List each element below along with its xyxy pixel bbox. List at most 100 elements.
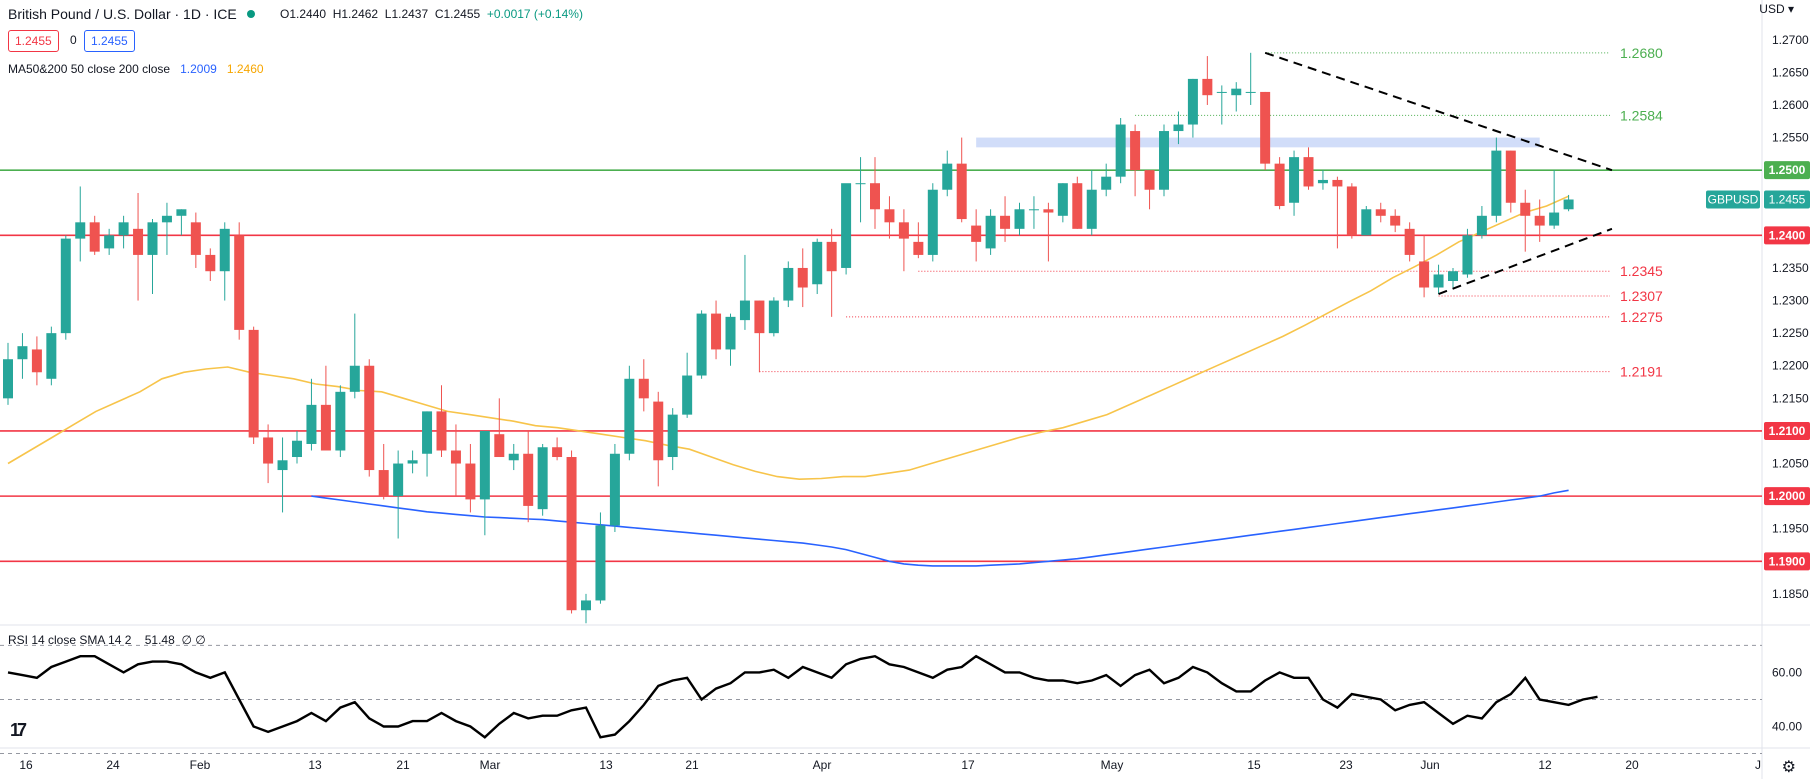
candle-body	[870, 183, 880, 210]
candle-body	[1086, 189, 1097, 229]
candle-body	[17, 346, 28, 360]
candle-body	[768, 300, 779, 334]
candle-body	[609, 453, 620, 526]
candle-body	[1072, 183, 1083, 229]
x-tick-label: 17	[961, 758, 975, 772]
symbol-tag-label: GBPUSD	[1708, 193, 1759, 207]
dotted-level-label: 1.2191	[1620, 364, 1663, 380]
x-tick-label: Mar	[480, 758, 501, 772]
candle-body	[1505, 150, 1516, 203]
rsi-label: RSI 14 close SMA 14 2	[8, 633, 132, 647]
candle-body	[797, 267, 808, 288]
candle-body	[219, 228, 230, 272]
rsi-line	[7, 654, 1598, 739]
candle-body	[711, 313, 722, 350]
candle-body	[1433, 274, 1444, 288]
dotted-level-label: 1.2584	[1620, 107, 1663, 123]
last-price-tag	[1764, 190, 1810, 209]
ma50-value: 1.2009	[180, 62, 217, 76]
candle-body	[205, 254, 216, 272]
dotted-level-label: 1.2307	[1620, 288, 1663, 304]
x-tick-label: 13	[308, 758, 322, 772]
candle-body	[104, 235, 115, 249]
candle-body	[1014, 209, 1025, 229]
candle-body	[1346, 186, 1357, 236]
candle-body	[537, 447, 548, 510]
candle-body	[133, 228, 144, 255]
candle-body	[841, 183, 852, 268]
level-price-tag	[1764, 161, 1810, 180]
candle-body	[624, 378, 635, 454]
level-price-label: 1.2100	[1769, 424, 1806, 438]
x-tick-label: J	[1755, 758, 1761, 772]
high-value: H1.2462	[332, 7, 379, 21]
candle-body	[855, 183, 866, 185]
candle-body	[75, 222, 86, 239]
candle-body	[1289, 157, 1300, 203]
chart-title[interactable]: British Pound / U.S. Dollar · 1D · ICE	[8, 6, 265, 22]
candle-body	[436, 411, 447, 451]
candle-body	[292, 440, 302, 458]
candle-body	[1419, 261, 1430, 288]
y-tick-label: 1.1850	[1772, 587, 1809, 601]
candle-body	[1549, 212, 1560, 226]
candle-body	[696, 313, 707, 376]
candle-body	[1491, 150, 1502, 216]
currency-label: USD	[1759, 2, 1785, 16]
x-tick-label: 23	[1339, 758, 1353, 772]
candle-body	[1144, 170, 1155, 190]
candle-body	[407, 460, 418, 464]
rsi-extra: ∅ ∅	[181, 633, 206, 647]
x-tick-label: 21	[685, 758, 699, 772]
candle-body	[942, 163, 953, 190]
candle-body	[638, 378, 649, 399]
open-value: O1.2440	[280, 7, 327, 21]
sell-price-button[interactable]: 1.2455	[8, 30, 59, 52]
candle-body	[479, 430, 490, 500]
close-value: C1.2455	[434, 7, 481, 21]
buy-price-button[interactable]: 1.2455	[84, 30, 135, 52]
candle-body	[494, 434, 505, 458]
level-price-label: 1.2500	[1769, 163, 1806, 177]
x-tick-label: Jun	[1420, 758, 1439, 772]
candle-body	[1000, 215, 1011, 229]
candle-body	[277, 460, 288, 471]
level-price-tag	[1764, 487, 1810, 506]
candle-body	[263, 437, 274, 464]
last-price-label: 1.2455	[1769, 193, 1806, 207]
candle-body	[508, 453, 519, 461]
candle-body	[161, 215, 172, 223]
candle-body	[1303, 157, 1314, 187]
candle-body	[1476, 215, 1487, 236]
candle-body	[1057, 183, 1068, 216]
x-tick-label: 24	[106, 758, 120, 772]
ma200-value: 1.2460	[226, 62, 264, 76]
x-tick-label: 16	[19, 758, 33, 772]
candle-body	[248, 329, 259, 438]
currency-selector[interactable]: USD ▾	[1759, 2, 1794, 16]
candle-body	[1216, 91, 1227, 93]
candle-body	[1043, 209, 1054, 213]
rsi-legend[interactable]: RSI 14 close SMA 14 2 51.48 ∅ ∅	[8, 633, 206, 647]
level-price-tag	[1764, 552, 1810, 571]
level-price-label: 1.2000	[1769, 489, 1806, 503]
ma-legend[interactable]: MA50&200 50 close 200 close 1.2009 1.246…	[8, 62, 264, 76]
symbol-description: British Pound / U.S. Dollar · 1D · ICE	[8, 6, 237, 22]
candle-body	[725, 316, 736, 350]
candle-body	[1520, 202, 1531, 216]
x-tick-label: 13	[599, 758, 613, 772]
candle-body	[393, 463, 404, 497]
candle-body	[1404, 228, 1415, 255]
candle-body	[1317, 179, 1328, 184]
candle-body	[898, 222, 909, 239]
ma-label: MA50&200 50 close 200 close	[8, 62, 171, 76]
candle-body	[826, 241, 837, 272]
candle-body	[1390, 215, 1401, 226]
candle-body	[523, 453, 534, 506]
dotted-level-label: 1.2275	[1620, 309, 1663, 325]
candle-body	[1245, 91, 1256, 93]
candle-body	[335, 391, 346, 451]
candle-body	[465, 463, 476, 500]
gear-icon[interactable]: ⚙	[1781, 759, 1796, 776]
